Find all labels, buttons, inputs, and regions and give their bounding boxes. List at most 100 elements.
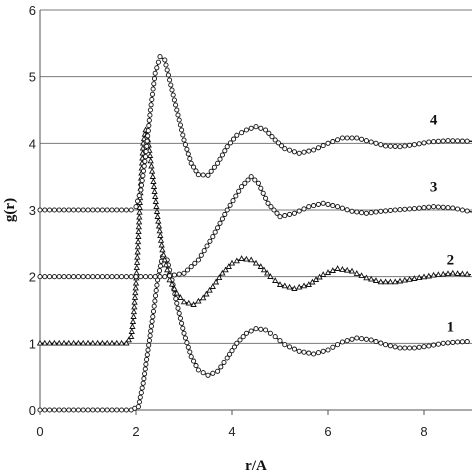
series-4-point [157,54,163,60]
series-2-point [152,198,159,204]
series-4-point [171,97,177,103]
series-2-point [272,277,279,283]
series-2-point [65,339,72,346]
series-2-point [425,272,432,279]
series-2 [36,126,473,346]
series-2-point [130,313,137,319]
series-2-point [156,227,163,234]
series-3-point [339,205,345,211]
series-2-point [134,243,142,250]
series-1-point [229,348,235,354]
series-1-point [182,335,188,341]
series-2-point [132,284,139,291]
series-4-point [397,144,403,150]
series-2-point [420,273,428,280]
series-3-point [252,177,258,183]
series-3-point [387,207,393,213]
series-4-point [140,173,146,179]
series-4-point [135,198,141,204]
series-3-point [75,274,81,280]
series-2-point [157,232,164,238]
series-3-point [233,193,239,199]
series-1-point [368,337,374,343]
series-1-point [282,342,288,348]
series-4-point [136,193,142,199]
series-1-point [140,380,146,386]
series-3-point [421,205,427,211]
series-2-point [233,257,240,264]
series-1-point [146,342,152,348]
series-2-point [377,278,384,285]
series-4-point [224,144,230,150]
series-labels: 1 2 3 4 [430,113,454,336]
series-4-point [165,72,171,78]
series-2-point [130,308,138,315]
series-2-point [353,270,360,276]
series-2-point [252,259,260,266]
series-4-point [243,127,249,133]
series-1-point [426,343,432,349]
series-4-point [344,135,350,141]
x-tick-label: 0 [36,424,43,439]
series-4-point [426,139,432,145]
series-2-point [135,228,142,235]
series-2-point [454,270,461,276]
series-1-point [146,337,152,344]
series-2-point [334,265,341,271]
series-1-point [152,293,159,299]
series-1-point [155,277,161,283]
series-3-point [210,234,216,240]
series-2-point [257,263,264,269]
tick-labels: 0 1 2 3 4 5 6 0 2 4 6 8 [29,3,428,439]
series-3-point [215,225,221,231]
series-3-point [66,274,72,280]
series-3-point [236,188,242,194]
series-3-point [445,205,451,211]
series-2-point [286,283,293,290]
series-4-point [387,143,393,149]
series-3-point [56,274,62,280]
series-1-point [218,364,224,370]
series-4-point [168,82,174,88]
series-4-point [47,207,53,213]
series-3-point [296,208,302,214]
series-3-point [260,190,266,196]
series-3-point [282,213,288,219]
series-3-point [188,264,194,270]
series-3-point [325,201,331,207]
series-2-point [135,218,143,225]
series-2-point [153,203,160,209]
series-3-point [368,210,374,216]
series-2-point [358,272,365,279]
series-label-2: 2 [447,253,455,269]
series-4-point [138,187,144,193]
series-2-line [40,129,473,344]
series-4-point [187,156,193,162]
series-4-point [164,67,170,73]
series-3-point [95,274,101,280]
series-3-point [181,270,187,276]
series-2-point [80,339,87,346]
series-2-point [162,261,170,268]
series-2-point [134,253,141,260]
series-2-point [296,283,303,290]
series-3-point [271,207,277,213]
series-4-point [363,138,369,144]
series-1-point [95,407,101,413]
series-3-point [255,180,261,186]
series-3-point [176,271,182,277]
series-4-point [253,124,259,130]
series-2-point [382,278,389,285]
x-tick-label: 6 [324,424,331,439]
series-2-point [411,275,418,281]
series-4-point [119,207,125,213]
series-1-point [114,407,120,413]
series-1-point [152,298,158,304]
series-2-point [203,290,210,297]
series-3-point [185,267,191,273]
series-1-point [459,339,465,345]
series-1-point [344,338,350,344]
series-4-point [151,81,157,87]
series-2-point [60,339,68,346]
series-2-point [135,233,142,239]
